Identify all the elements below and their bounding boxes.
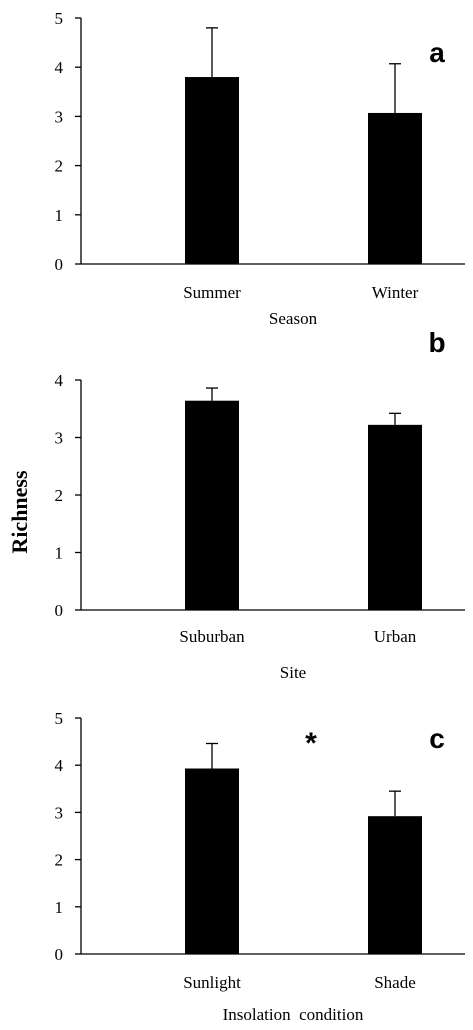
bar-winter: [368, 112, 422, 265]
y-tick-label: 0: [55, 601, 64, 620]
panel-b: 0 1 2 3 4 Suburban Urban Site b: [55, 327, 465, 682]
y-tick-label: 2: [55, 486, 64, 505]
category-label-winter: Winter: [372, 283, 419, 302]
y-tick-label: 0: [55, 255, 64, 274]
bar-suburban: [185, 400, 239, 610]
bars: [185, 387, 422, 610]
panel-a: 0 1 2 3 4 5 Summer Winter Season a: [55, 9, 465, 328]
bar-sunlight: [185, 768, 239, 954]
y-tick-label: 3: [55, 429, 64, 448]
y-tick-label: 5: [55, 9, 64, 28]
y-tick-label: 4: [55, 756, 64, 775]
y-tick-label: 4: [55, 58, 64, 77]
y-tick-label: 0: [55, 945, 64, 964]
panel-label: c: [429, 723, 445, 754]
y-tick-label: 1: [55, 898, 64, 917]
y-ticks: 0 1 2 3 4 5: [55, 709, 81, 964]
x-axis-label: Site: [280, 663, 306, 682]
significance-asterisk: *: [305, 727, 317, 760]
category-label-sunlight: Sunlight: [183, 973, 241, 992]
category-label-suburban: Suburban: [179, 627, 245, 646]
panel-label: a: [429, 37, 445, 68]
shared-y-axis-label: Richness: [7, 470, 32, 554]
y-tick-label: 1: [55, 206, 64, 225]
y-ticks: 0 1 2 3 4: [55, 371, 81, 620]
category-label-summer: Summer: [183, 283, 241, 302]
y-tick-label: 4: [55, 371, 64, 390]
y-tick-label: 5: [55, 709, 64, 728]
y-tick-label: 3: [55, 107, 64, 126]
bars: [185, 27, 422, 265]
y-ticks: 0 1 2 3 4 5: [55, 9, 81, 274]
y-tick-label: 2: [55, 851, 64, 870]
y-tick-label: 3: [55, 803, 64, 822]
x-axis-label: Season: [269, 309, 318, 328]
y-tick-label: 2: [55, 157, 64, 176]
bar-urban: [368, 424, 422, 610]
bar-summer: [185, 77, 239, 264]
y-tick-label: 1: [55, 544, 64, 563]
bar-shade: [368, 816, 422, 954]
category-label-urban: Urban: [374, 627, 417, 646]
bars: [185, 742, 422, 954]
panel-c: 0 1 2 3 4 5 Sunlight Shade Insolation conditi…: [55, 709, 465, 1024]
panel-label: b: [428, 327, 445, 358]
x-axis-label: Insolation condition: [223, 1005, 364, 1024]
category-label-shade: Shade: [374, 973, 416, 992]
